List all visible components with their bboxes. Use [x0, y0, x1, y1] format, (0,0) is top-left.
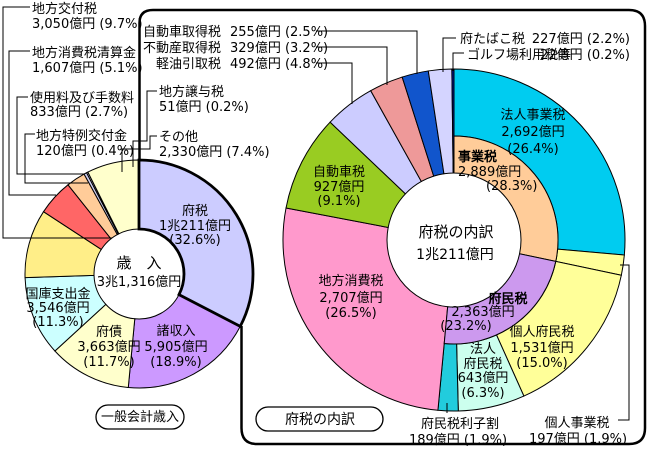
- label-fuzei: 府税: [182, 204, 208, 219]
- label-kojin-fuminzei: 個人府民税: [509, 325, 574, 340]
- label-jidousha-shutoku: 自動車取得税: [143, 24, 221, 40]
- right-donut-title: 府税の内訳: [418, 223, 493, 241]
- amount-rishiwari: 189億円 (1.9%): [409, 432, 507, 448]
- slice-shoshunyu: [127, 294, 241, 389]
- value-shoshunyu: 5,905億円: [144, 339, 207, 355]
- value-kojin-fuminzei: 1,531億円: [510, 340, 573, 356]
- value-chihou-shouhizei: 2,707億円: [319, 290, 382, 306]
- label-jigyouzei: 事業税: [458, 149, 497, 165]
- amount-jidousha-shutoku: 255億円 (2.5%): [230, 24, 328, 40]
- badge-tax-breakdown-label: 府税の内訳: [285, 412, 355, 428]
- value-fuzei: 1兆211億円: [159, 218, 231, 234]
- callout-line-koufuzei: [2, 6, 112, 239]
- label-fuminzei: 府民税: [488, 291, 527, 307]
- pct-shoshunyu: (18.9%): [150, 355, 201, 370]
- label-houjin-fuminzei-1: 法人: [470, 342, 496, 357]
- donut-general-account: [24, 159, 254, 389]
- callout-line-jidousha-shutoku: [316, 30, 418, 74]
- inner-group-fuminzei: [443, 253, 557, 345]
- value-jidoushazei: 927億円: [314, 179, 365, 195]
- amount-golf: 22億円 (0.2%): [540, 47, 630, 63]
- label-fusai: 府債: [96, 325, 122, 340]
- callout-line-golf: [452, 52, 464, 71]
- pct-fuminzei: (23.2%): [440, 319, 491, 334]
- callout-line-fudousan: [316, 46, 388, 85]
- amount-jouyozei: 51億円 (0.2%): [159, 99, 249, 115]
- label-houjin-fuminzei-2: 府民税: [463, 357, 502, 372]
- label-fudousan: 不動産取得税: [143, 40, 221, 56]
- badge-general-account: [95, 404, 185, 430]
- amount-tokurei: 120億円 (0.4%): [36, 143, 134, 159]
- amount-tesuuryou: 833億円 (2.7%): [30, 104, 128, 120]
- detail-box-outline: [138, 8, 647, 446]
- amount-sonota: 2,330億円 (7.4%): [159, 144, 270, 160]
- value-jigyouzei: 2,889億円: [458, 164, 521, 180]
- callout-line-kojin-jigyouzei: [618, 264, 630, 421]
- label-koufuzei: 地方交付税: [32, 1, 97, 17]
- label-golf: ゴルフ場利用税等: [467, 47, 571, 63]
- callout-line-tokurei: [24, 133, 88, 184]
- pct-houjin-fuminzei: (6.3%): [461, 386, 504, 401]
- pct-fusai: (11.7%): [83, 355, 134, 370]
- value-fusai: 3,663億円: [77, 339, 140, 355]
- right-donut-total: 1兆211億円: [416, 247, 494, 263]
- pct-chihou-shouhizei: (26.5%): [325, 306, 376, 321]
- label-chihou-shouhizei: 地方消費税: [318, 273, 383, 289]
- label-seisankin: 地方消費税清算金: [32, 45, 136, 61]
- callout-line-tabako: [442, 37, 456, 72]
- label-keiyu: 軽油引取税: [156, 57, 221, 72]
- pct-kokko: (11.3%): [32, 315, 83, 330]
- callout-line-tesuuryou: [16, 96, 84, 175]
- pct-fuzei: (32.6%): [169, 233, 220, 248]
- left-donut-title: 歳 入: [116, 254, 161, 272]
- label-tesuuryou: 使用料及び手数料: [30, 90, 134, 106]
- callout-line-seisankin: [8, 50, 56, 196]
- amount-koufuzei: 3,050億円 (9.7%): [32, 16, 143, 32]
- amount-keiyu: 492億円 (4.8%): [230, 56, 328, 72]
- emphasized-slice-border: [137, 158, 255, 329]
- value-houjin-fuminzei: 643億円: [458, 370, 509, 386]
- label-houjin-jigyouzei: 法人事業税: [500, 107, 565, 123]
- label-jidoushazei: 自動車税: [313, 165, 365, 180]
- label-jouyozei: 地方譲与税: [159, 84, 224, 100]
- amount-kojin-jigyouzei: 197億円 (1.9%): [529, 431, 627, 447]
- badge-general-account-label: 一般会計歳入: [101, 409, 179, 425]
- label-kokko: 国庫支出金: [25, 286, 90, 302]
- left-donut-total: 3兆1,316億円: [97, 274, 182, 290]
- pct-kojin-fuminzei: (15.0%): [516, 356, 567, 371]
- value-kokko: 3,546億円: [26, 300, 89, 316]
- value-houjin-jigyouzei: 2,692億円: [501, 124, 564, 140]
- pct-jigyouzei: (28.3%): [486, 179, 537, 194]
- amount-seisankin: 1,607億円 (5.1%): [32, 60, 143, 76]
- label-tokurei: 地方特例交付金: [36, 128, 127, 144]
- label-sonota: その他: [159, 130, 198, 145]
- donut-prefectural-tax: [282, 68, 626, 412]
- amount-fudousan: 329億円 (3.2%): [230, 40, 328, 56]
- badge-tax-breakdown: [255, 406, 384, 432]
- value-fuminzei: 2,363億円: [451, 304, 514, 320]
- callout-lines: [2, 6, 630, 421]
- label-tabako: 府たばこ税: [460, 32, 525, 47]
- label-rishiwari: 府民税利子割: [421, 416, 499, 432]
- pct-houjin-jigyouzei: (26.4%): [507, 142, 558, 157]
- emphasized-slice-outline: [137, 158, 255, 329]
- callout-line-keiyu: [316, 62, 353, 104]
- label-kojin-jigyouzei: 個人事業税: [544, 415, 609, 431]
- amount-tabako: 227億円 (2.2%): [532, 31, 630, 47]
- callout-line-sonota: [121, 135, 157, 172]
- pct-jidoushazei: (9.1%): [317, 194, 360, 209]
- callout-line-jouyozei: [132, 90, 157, 167]
- slice-chihou_shouhizei: [282, 207, 449, 411]
- label-shoshunyu: 諸収入: [156, 323, 195, 339]
